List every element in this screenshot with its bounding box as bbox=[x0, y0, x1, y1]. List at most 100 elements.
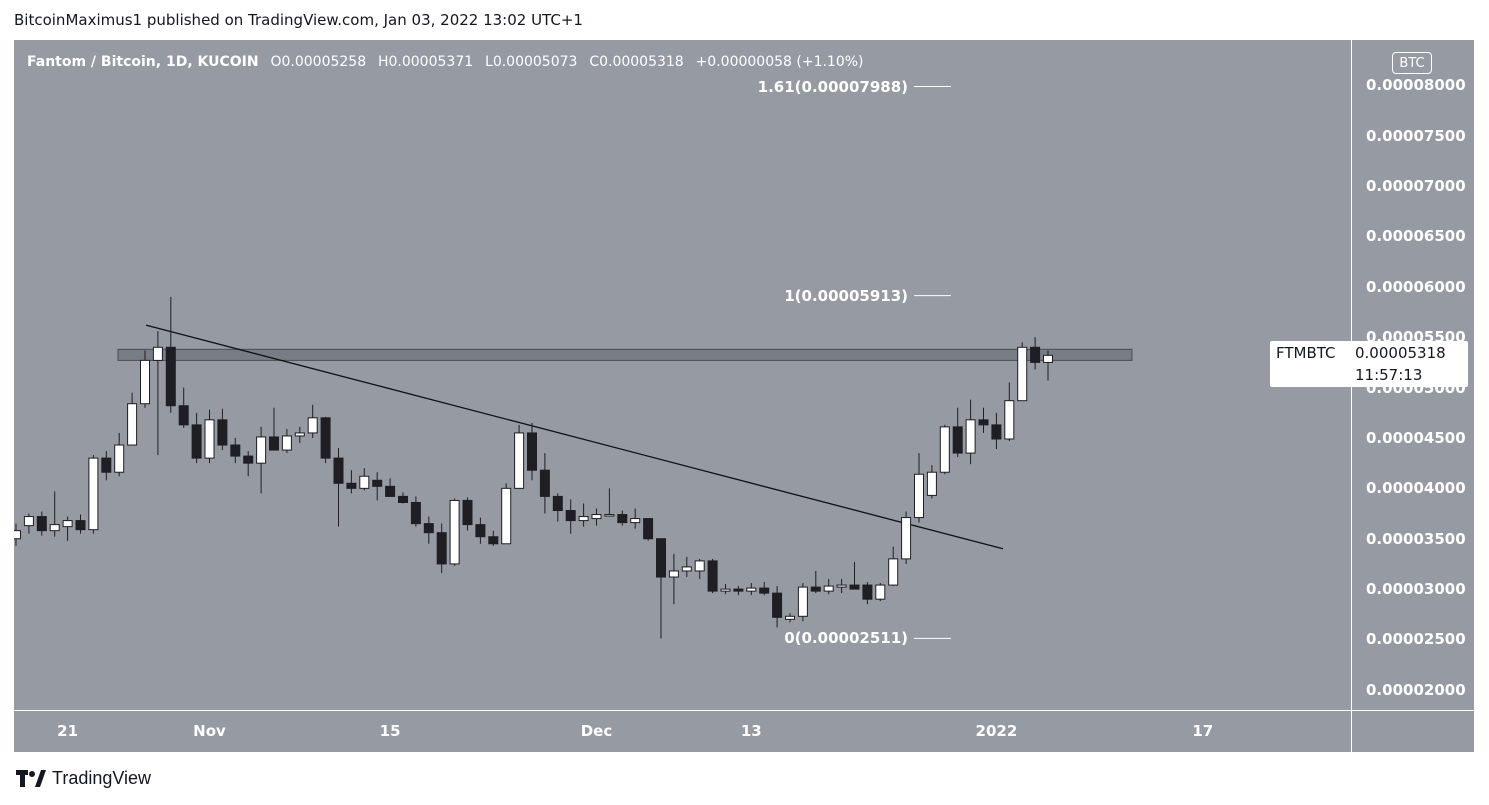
candle-bearish bbox=[527, 432, 537, 471]
price-tick-label: 0.00003500 bbox=[1366, 529, 1466, 548]
candle-bearish bbox=[372, 479, 383, 487]
candle-bearish bbox=[565, 510, 576, 522]
candle-bearish bbox=[810, 586, 821, 592]
candle-bullish bbox=[591, 514, 602, 520]
price-tick-label: 0.00007000 bbox=[1366, 177, 1466, 196]
candle-bearish bbox=[707, 560, 718, 592]
candle-bullish bbox=[939, 426, 950, 473]
candle-bullish bbox=[578, 516, 589, 522]
low-value: L0.00005073 bbox=[485, 54, 578, 70]
plot-area[interactable] bbox=[14, 40, 1351, 710]
price-tick-label: 0.00006500 bbox=[1366, 227, 1466, 246]
candle-bullish bbox=[888, 558, 899, 586]
candle-bearish bbox=[552, 495, 563, 512]
candle-bearish bbox=[243, 455, 254, 464]
candle-bullish bbox=[281, 435, 292, 451]
candle-bullish bbox=[1043, 354, 1053, 363]
candle-bullish bbox=[294, 432, 305, 437]
candle-bearish bbox=[36, 516, 47, 532]
candle-bullish bbox=[694, 560, 705, 572]
candle-bearish bbox=[410, 501, 421, 525]
change-value: +0.00000058 (+1.10%) bbox=[695, 54, 864, 70]
candle-bearish bbox=[991, 424, 1002, 440]
candle-bearish bbox=[462, 499, 473, 526]
last-price-symbol: FTMBTC bbox=[1276, 344, 1336, 362]
tradingview-logo[interactable]: TradingView bbox=[16, 768, 151, 789]
candle-bearish bbox=[191, 424, 202, 459]
publisher-line: BitcoinMaximus1 published on TradingView… bbox=[14, 11, 583, 29]
candle-bullish bbox=[926, 471, 937, 496]
candle-bullish bbox=[668, 570, 679, 578]
candle-bearish bbox=[488, 536, 499, 545]
time-tick-label: 21 bbox=[57, 722, 79, 740]
fib-level-label: 0(0.00002511) bbox=[784, 629, 908, 648]
candle-bearish bbox=[178, 405, 189, 426]
time-tick-label: 17 bbox=[1192, 722, 1214, 740]
candle-bullish bbox=[746, 587, 757, 592]
candle-bearish bbox=[952, 426, 963, 454]
candle-bullish bbox=[204, 419, 215, 459]
time-tick-label: 2022 bbox=[975, 722, 1018, 740]
price-tick-label: 0.00006000 bbox=[1366, 277, 1466, 296]
tradingview-logo-icon bbox=[16, 769, 46, 787]
descending-trendline bbox=[145, 324, 1004, 550]
candle-bullish bbox=[875, 584, 886, 600]
candle-bullish bbox=[88, 457, 99, 531]
time-scale[interactable] bbox=[14, 711, 1351, 752]
candle-bullish bbox=[449, 499, 460, 565]
price-tick-label: 0.00003000 bbox=[1366, 580, 1466, 599]
high-value: H0.00005371 bbox=[377, 54, 474, 70]
candle-bullish bbox=[152, 346, 163, 361]
candle-bearish bbox=[475, 524, 486, 538]
currency-badge[interactable]: BTC bbox=[1392, 52, 1432, 74]
candle-bullish bbox=[140, 359, 150, 405]
candle-bearish bbox=[333, 457, 344, 484]
time-tick-label: Nov bbox=[193, 722, 226, 740]
price-tick-label: 0.00002000 bbox=[1366, 680, 1466, 699]
candle-bearish bbox=[862, 584, 873, 600]
candle-bearish bbox=[643, 518, 654, 540]
candle-bullish bbox=[720, 588, 731, 592]
candle-bullish bbox=[797, 586, 808, 617]
candle-bearish bbox=[320, 417, 331, 459]
candle-bullish bbox=[630, 518, 641, 524]
candle-bullish bbox=[604, 514, 615, 517]
symbol-info: Fantom / Bitcoin, 1D, KUCOIN O0.00005258… bbox=[27, 54, 871, 70]
scale-corner bbox=[1352, 711, 1474, 752]
candle-bearish bbox=[849, 584, 860, 590]
last-price-value: 0.00005318 bbox=[1355, 344, 1446, 362]
candle-bearish bbox=[398, 495, 408, 503]
candle-bearish bbox=[436, 532, 447, 565]
fib-level-label: 1(0.00005913) bbox=[784, 286, 908, 305]
resistance-zone bbox=[117, 348, 1133, 361]
candle-bullish bbox=[127, 403, 138, 446]
candle-bearish bbox=[217, 419, 228, 446]
candle-bullish bbox=[501, 487, 512, 545]
candle-bearish bbox=[733, 588, 744, 592]
bar-countdown: 11:57:13 bbox=[1355, 366, 1423, 384]
candle-bearish bbox=[617, 514, 628, 524]
candle-bearish bbox=[101, 457, 112, 473]
symbol-title: Fantom / Bitcoin, 1D, KUCOIN bbox=[27, 54, 259, 70]
candle-bearish bbox=[230, 444, 241, 457]
candle-bearish bbox=[1030, 346, 1041, 363]
close-value: C0.00005318 bbox=[589, 54, 684, 70]
candle-bullish bbox=[359, 475, 370, 489]
candle-bullish bbox=[62, 520, 73, 528]
plot-marks bbox=[14, 296, 1133, 639]
candle-bearish bbox=[165, 346, 176, 407]
candle-bullish bbox=[14, 530, 21, 540]
last-price-label bbox=[1270, 341, 1468, 387]
fib-level-label: 1.61(0.00007988) bbox=[757, 77, 908, 96]
candle-bullish bbox=[1017, 346, 1028, 402]
candle-bearish bbox=[385, 485, 396, 497]
candle-bearish bbox=[772, 592, 783, 618]
candle-bullish bbox=[256, 436, 267, 464]
candle-bullish bbox=[514, 432, 525, 489]
open-value: O0.00005258 bbox=[270, 54, 367, 70]
candle-bearish bbox=[75, 520, 86, 531]
candle-bearish bbox=[656, 538, 666, 578]
candle-bullish bbox=[901, 517, 912, 560]
candle-bullish bbox=[1004, 400, 1015, 440]
